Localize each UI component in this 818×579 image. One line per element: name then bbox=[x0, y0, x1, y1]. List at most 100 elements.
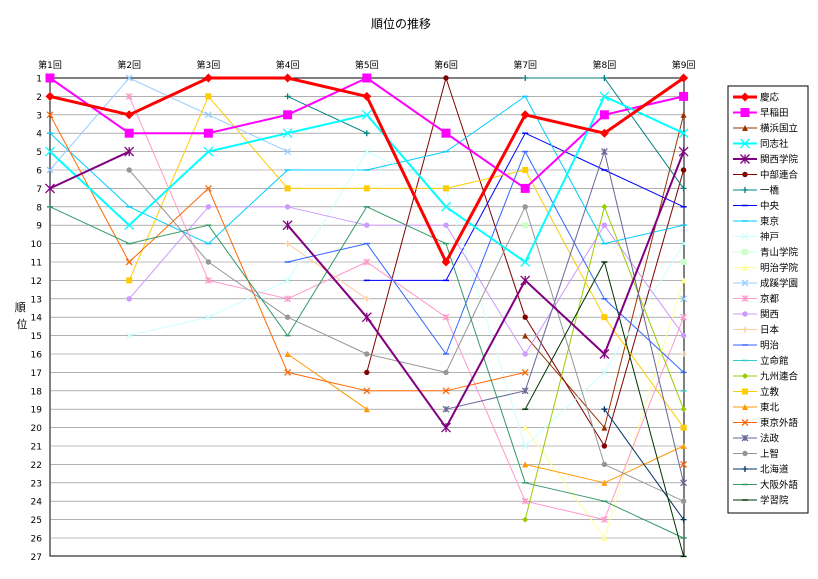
data-point bbox=[740, 154, 750, 164]
series-line bbox=[128, 95, 685, 428]
x-tick-label: 第5回 bbox=[355, 59, 379, 71]
data-point bbox=[599, 349, 610, 359]
y-tick-label: 15 bbox=[31, 332, 42, 342]
y-tick-label: 5 bbox=[36, 148, 42, 158]
data-point bbox=[599, 128, 609, 138]
legend-label: 上智 bbox=[760, 448, 779, 460]
data-point bbox=[601, 535, 608, 541]
data-point bbox=[124, 128, 134, 138]
data-point bbox=[680, 443, 687, 449]
data-point bbox=[125, 332, 133, 340]
legend-item: 東北 bbox=[733, 402, 780, 414]
data-point bbox=[124, 110, 134, 120]
data-point bbox=[441, 422, 451, 433]
data-point bbox=[601, 406, 608, 413]
data-point bbox=[680, 295, 688, 303]
series-上智 bbox=[126, 167, 687, 504]
legend-label: 関西学院 bbox=[760, 154, 799, 166]
y-axis-labels: 1234567891011121314151617181920212223242… bbox=[31, 75, 43, 563]
series-line bbox=[287, 95, 368, 134]
y-tick-label: 7 bbox=[36, 185, 42, 195]
y-tick-label: 8 bbox=[36, 203, 42, 213]
y-tick-label: 14 bbox=[31, 314, 43, 324]
series-同志社 bbox=[45, 91, 689, 267]
data-point bbox=[283, 73, 293, 83]
data-point bbox=[364, 369, 370, 376]
legend-label: 同志社 bbox=[760, 138, 789, 150]
data-point bbox=[361, 109, 372, 120]
legend-label: 九州連合 bbox=[760, 371, 799, 383]
data-point bbox=[126, 277, 133, 284]
data-point bbox=[284, 276, 292, 284]
legend-label: 一橋 bbox=[760, 185, 780, 197]
data-point bbox=[522, 222, 529, 229]
legend-item: 上智 bbox=[733, 448, 779, 460]
legend-item: 関西学院 bbox=[733, 154, 799, 166]
data-point bbox=[740, 108, 750, 117]
data-point bbox=[601, 479, 608, 486]
data-point bbox=[45, 91, 55, 101]
legend-label: 法政 bbox=[760, 433, 780, 445]
data-point bbox=[680, 240, 688, 248]
legend-item: 日本 bbox=[733, 324, 780, 336]
data-point bbox=[741, 434, 749, 442]
data-point bbox=[361, 312, 372, 323]
legend-label: 中央 bbox=[760, 200, 780, 212]
data-point bbox=[520, 183, 530, 193]
data-point bbox=[680, 313, 688, 321]
data-point bbox=[124, 146, 135, 157]
y-tick-label: 20 bbox=[31, 424, 43, 434]
data-point bbox=[442, 387, 450, 395]
data-point bbox=[742, 264, 748, 271]
data-point bbox=[742, 249, 748, 255]
data-point bbox=[742, 466, 748, 472]
y-tick-label: 19 bbox=[31, 406, 43, 416]
data-point bbox=[204, 313, 212, 321]
legend-item: 明治学院 bbox=[733, 262, 799, 274]
legend-item: 九州連合 bbox=[733, 371, 799, 383]
x-tick-label: 第7回 bbox=[513, 59, 537, 71]
legend-label: 青山学院 bbox=[760, 247, 799, 259]
data-point bbox=[680, 351, 687, 357]
data-point bbox=[599, 91, 610, 102]
data-point bbox=[601, 222, 608, 228]
data-point bbox=[282, 220, 293, 231]
data-point bbox=[284, 351, 291, 357]
y-tick-label: 4 bbox=[36, 130, 42, 140]
data-point bbox=[441, 257, 451, 267]
legend-label: 明治学院 bbox=[760, 262, 799, 274]
legend-item: 京都 bbox=[733, 293, 780, 305]
data-point bbox=[126, 167, 132, 173]
legend-label: 東北 bbox=[760, 402, 780, 414]
legend-item: 立命館 bbox=[733, 355, 789, 367]
series-一橋 bbox=[284, 75, 687, 192]
legend-label: 早稲田 bbox=[760, 107, 789, 119]
data-point bbox=[600, 148, 608, 156]
data-point bbox=[680, 111, 687, 118]
legend-item: 北海道 bbox=[733, 464, 789, 476]
data-point bbox=[284, 148, 292, 156]
series-関西学院 bbox=[45, 146, 689, 433]
data-point bbox=[678, 128, 689, 139]
series-法政 bbox=[442, 148, 688, 487]
legend: 慶応早稲田横浜国立同志社関西学院中部連合一橋中央東京神戸青山学院明治学院成蹊学園… bbox=[727, 85, 809, 514]
legend-label: 学習院 bbox=[760, 495, 789, 507]
data-point bbox=[521, 368, 529, 376]
legend-box bbox=[727, 85, 809, 514]
y-axis-label-char: 位 bbox=[17, 317, 28, 331]
data-point bbox=[520, 275, 531, 286]
data-point bbox=[680, 479, 688, 487]
legend-label: 東京 bbox=[760, 216, 779, 228]
data-point bbox=[522, 75, 529, 81]
series-line bbox=[129, 151, 685, 447]
series-line bbox=[445, 151, 685, 483]
data-point bbox=[522, 351, 528, 357]
y-axis-label-char: 順 bbox=[15, 301, 26, 314]
data-point bbox=[522, 516, 529, 523]
data-point bbox=[363, 148, 371, 156]
data-point bbox=[363, 258, 371, 266]
data-point bbox=[443, 185, 449, 192]
data-point bbox=[742, 373, 748, 379]
data-point bbox=[284, 93, 291, 100]
data-point bbox=[363, 130, 370, 137]
